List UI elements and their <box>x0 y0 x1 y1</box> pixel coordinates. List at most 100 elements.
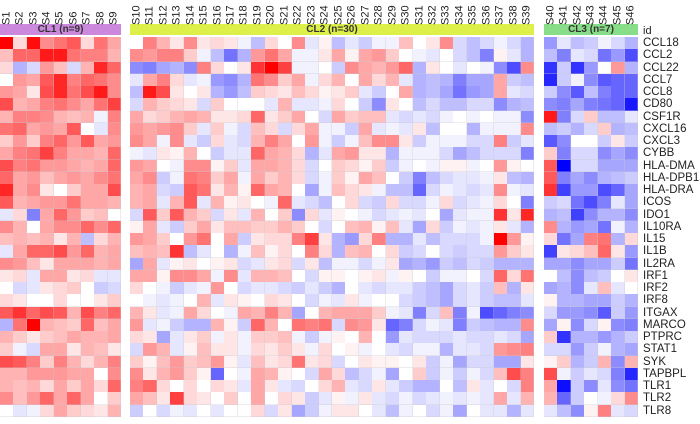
heatmap-cell <box>183 318 198 332</box>
heatmap-cell <box>53 269 68 283</box>
heatmap-cell <box>26 73 41 87</box>
heatmap-cell <box>624 380 639 393</box>
heatmap-cell <box>107 306 122 320</box>
heatmap-cell <box>291 245 306 259</box>
heatmap-cell <box>130 98 144 112</box>
heatmap-cell <box>80 331 95 344</box>
heatmap-cell <box>291 159 306 173</box>
heatmap-cell <box>597 404 612 418</box>
heatmap-cell <box>94 208 109 222</box>
heatmap-cell <box>399 306 414 320</box>
heatmap-cell <box>318 282 333 295</box>
heatmap-cell <box>570 245 585 259</box>
heatmap-cell <box>520 49 535 62</box>
heatmap-cell <box>224 37 239 50</box>
heatmap-cell <box>439 122 454 136</box>
heatmap-cell <box>611 404 626 418</box>
heatmap-cell <box>264 61 279 75</box>
heatmap-cell <box>130 306 144 320</box>
heatmap-cell <box>597 294 612 308</box>
heatmap-cell <box>372 392 387 406</box>
heatmap-cell <box>237 37 252 50</box>
heatmap-cell <box>385 122 400 136</box>
column-label: S18 <box>237 5 250 25</box>
heatmap-cell <box>597 122 612 136</box>
heatmap-cell <box>156 245 171 259</box>
heatmap-cell <box>53 122 68 136</box>
heatmap-cell <box>520 380 535 393</box>
heatmap-cell <box>305 343 320 357</box>
heatmap-cell <box>345 245 360 259</box>
heatmap-cell <box>94 367 109 381</box>
heatmap-cell <box>544 86 558 99</box>
heatmap-cell <box>399 380 414 393</box>
heatmap-cell <box>26 184 41 197</box>
heatmap-cell <box>251 257 266 271</box>
heatmap-cell <box>372 86 387 99</box>
heatmap-cell <box>237 196 252 210</box>
heatmap-cell <box>170 171 185 185</box>
heatmap-cell <box>156 257 171 271</box>
heatmap-cell <box>197 110 212 124</box>
heatmap-cell <box>224 73 239 87</box>
heatmap-cell <box>453 73 468 87</box>
heatmap-cell <box>453 404 468 418</box>
heatmap-cell <box>264 404 279 418</box>
heatmap-cell <box>264 135 279 148</box>
heatmap-cell <box>13 392 28 406</box>
heatmap-cell <box>67 73 82 87</box>
heatmap-cell <box>412 380 427 393</box>
heatmap-cell <box>53 257 68 271</box>
heatmap-cell <box>507 343 522 357</box>
heatmap-cell <box>224 318 239 332</box>
row-label: CCL7 <box>643 73 673 86</box>
heatmap-cell <box>480 98 495 112</box>
heatmap-cell <box>278 355 293 369</box>
heatmap-cell <box>453 331 468 344</box>
heatmap-cell <box>170 196 185 210</box>
heatmap-cell <box>385 331 400 344</box>
heatmap-cell <box>291 208 306 222</box>
heatmap-cell <box>13 135 28 148</box>
heatmap-cell <box>597 331 612 344</box>
heatmap-cell <box>507 318 522 332</box>
heatmap-cell <box>197 147 212 161</box>
heatmap-cell <box>332 135 346 148</box>
heatmap-cell <box>40 135 55 148</box>
heatmap-cell <box>611 171 626 185</box>
heatmap-cell <box>210 49 225 62</box>
heatmap-cell <box>210 98 225 112</box>
heatmap-cell <box>210 196 225 210</box>
heatmap-cell <box>318 404 333 418</box>
heatmap-cell <box>557 343 572 357</box>
heatmap-cell <box>143 257 158 271</box>
column-label: S5 <box>53 11 66 25</box>
heatmap-cell <box>439 331 454 344</box>
heatmap-cell <box>13 282 28 295</box>
heatmap-cell <box>332 404 346 418</box>
heatmap-cell <box>318 245 333 259</box>
heatmap-cell <box>624 306 639 320</box>
heatmap-cell <box>507 159 522 173</box>
heatmap-cell <box>453 171 468 185</box>
heatmap-cell <box>611 110 626 124</box>
heatmap-cell <box>291 220 306 234</box>
heatmap-cell <box>197 159 212 173</box>
heatmap-cell <box>385 196 400 210</box>
heatmap-cell <box>412 269 427 283</box>
heatmap-cell <box>332 49 346 62</box>
heatmap-cell <box>94 318 109 332</box>
heatmap-cell <box>183 49 198 62</box>
heatmap-cell <box>67 49 82 62</box>
heatmap-cell <box>13 306 28 320</box>
heatmap-cell <box>210 318 225 332</box>
heatmap-cell <box>557 196 572 210</box>
heatmap-cell <box>197 86 212 99</box>
heatmap-cell <box>570 269 585 283</box>
heatmap-cell <box>507 37 522 50</box>
heatmap-cell <box>544 257 558 271</box>
heatmap-cell <box>358 257 373 271</box>
heatmap-cell <box>557 86 572 99</box>
heatmap-cell <box>544 331 558 344</box>
heatmap-cell <box>40 355 55 369</box>
